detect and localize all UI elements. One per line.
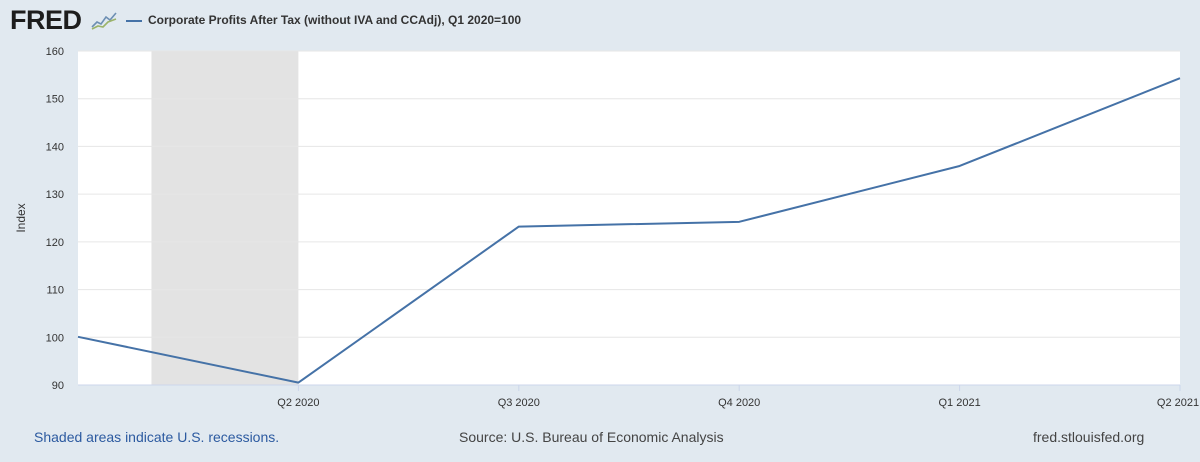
- x-tick-label: Q3 2020: [498, 397, 540, 409]
- recession-note-link[interactable]: Shaded areas indicate U.S. recessions.: [34, 429, 280, 445]
- y-tick-label: 140: [46, 141, 64, 153]
- fred-site-link[interactable]: fred.stlouisfed.org: [1033, 429, 1145, 445]
- x-tick-label: Q1 2021: [938, 397, 980, 409]
- y-tick-label: 130: [46, 189, 64, 201]
- recession-shading: [151, 51, 299, 385]
- y-tick-label: 90: [52, 380, 64, 392]
- chart-header: FRED Corporate Profits After Tax (withou…: [0, 0, 1200, 44]
- y-axis-title: Index: [14, 203, 28, 232]
- x-tick-label: Q2 2021: [1157, 397, 1199, 409]
- series-title[interactable]: Corporate Profits After Tax (without IVA…: [148, 13, 522, 27]
- y-tick-label: 100: [46, 332, 64, 344]
- series-line: [77, 77, 1181, 384]
- y-tick-label: 150: [46, 94, 64, 106]
- source-note: Source: U.S. Bureau of Economic Analysis: [459, 429, 724, 445]
- graph-icon: [90, 11, 118, 36]
- y-tick-label: 160: [46, 46, 64, 58]
- y-tick-label: 120: [46, 237, 64, 249]
- line-chart: 90 100 110 120 130 140 150 160 Q2 2020 Q3 2020 Q4 …: [14, 46, 1199, 409]
- fred-logo[interactable]: FRED: [10, 5, 82, 35]
- x-tick-label: Q4 2020: [718, 397, 760, 409]
- y-tick-label: 110: [46, 285, 64, 297]
- legend-swatch: [126, 20, 142, 22]
- x-tick-label: Q2 2020: [277, 397, 319, 409]
